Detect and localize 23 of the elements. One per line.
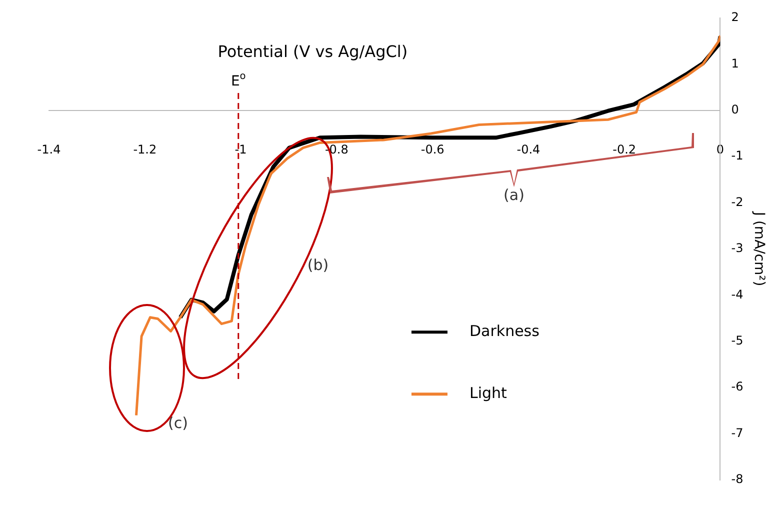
y-tick-label: -7 [731, 426, 744, 440]
x-tick-label: -0.2 [612, 142, 636, 157]
legend-label: Light [469, 384, 508, 402]
y-tick-label: 2 [731, 10, 739, 24]
y-tick-label: -5 [731, 334, 744, 348]
x-axis-title: Potential (V vs Ag/AgCl) [218, 42, 408, 62]
y-tick-label: -4 [731, 287, 744, 302]
y-axis-title: J (mA/cm²) [750, 210, 767, 286]
x-tick-label: -1.4 [37, 142, 61, 157]
y-tick-label: 1 [731, 56, 739, 70]
x-tick-label: -0.4 [516, 142, 540, 157]
annotation: (a) [504, 186, 524, 204]
legend-label: Darkness [469, 322, 540, 340]
x-tick-label: -1 [234, 142, 247, 157]
annotation: (c) [168, 414, 188, 432]
y-tick-label: -3 [731, 241, 744, 256]
x-tick-label: -1.2 [133, 142, 157, 157]
y-tick-label: 0 [731, 102, 739, 117]
y-tick-label: -8 [731, 472, 744, 486]
annotation: (b) [307, 256, 329, 274]
x-tick-label: -0.6 [420, 142, 444, 157]
y-tick-label: -6 [731, 380, 744, 394]
y-tick-label: -2 [731, 194, 744, 209]
